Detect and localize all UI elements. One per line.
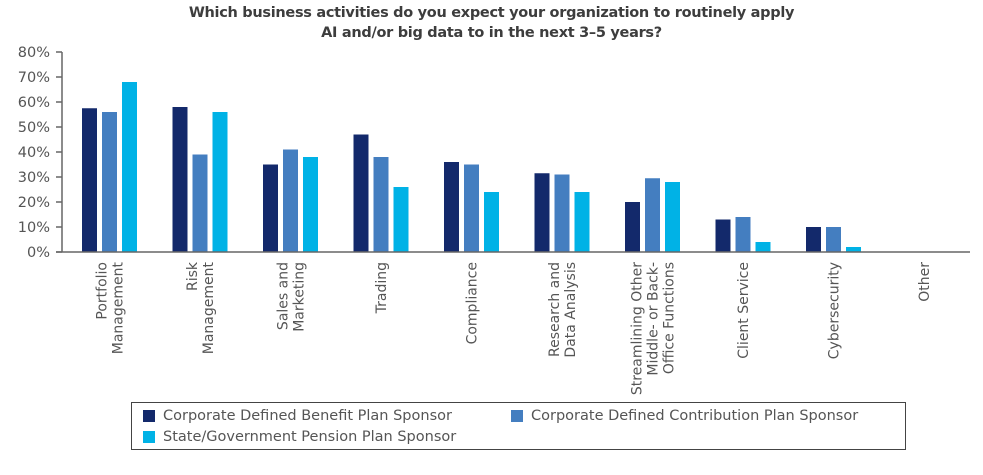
bar	[534, 173, 550, 252]
y-tick-label: 20%	[18, 195, 50, 211]
legend: Corporate Defined Benefit Plan Sponsor C…	[131, 402, 906, 450]
legend-swatch-state-government	[143, 431, 155, 443]
y-tick-label: 0%	[27, 245, 50, 261]
legend-label-defined-contribution: Corporate Defined Contribution Plan Spon…	[531, 408, 859, 424]
bar	[393, 187, 409, 252]
bar	[665, 182, 680, 252]
legend-item-defined-contribution: Corporate Defined Contribution Plan Spon…	[511, 408, 858, 424]
bar	[826, 227, 841, 252]
bar	[735, 217, 751, 252]
bar	[102, 112, 117, 252]
y-tick-label: 40%	[18, 145, 50, 161]
chart-title-line-2: AI and/or big data to in the next 3–5 ye…	[321, 25, 662, 41]
bar	[303, 157, 318, 252]
y-tick-label: 10%	[18, 220, 50, 236]
x-tick-label: Streamlining Other	[630, 262, 646, 395]
bar	[212, 112, 228, 252]
x-tick-label: Marketing	[292, 262, 308, 332]
bar	[806, 227, 821, 252]
bar-chart: 0%10%20%30%40%50%60%70%80% Portfolio Mana…	[18, 45, 970, 395]
legend-swatch-defined-benefit	[143, 410, 155, 422]
x-tick-label: Research and	[547, 262, 563, 357]
y-tick-label: 60%	[18, 95, 50, 111]
x-tick-label: Office Functions	[662, 262, 678, 374]
legend-item-state-government: State/Government Pension Plan Sponsor	[143, 429, 456, 445]
bar	[172, 107, 188, 252]
x-tick-label: Middle- or Back-	[646, 262, 662, 376]
x-tick-label: Sales and	[276, 262, 292, 330]
bar	[82, 108, 97, 252]
bar	[263, 164, 278, 252]
x-tick-label: Management	[201, 262, 217, 355]
x-tick-label: Cybersecurity	[827, 262, 843, 359]
bar	[645, 178, 660, 252]
bar	[283, 149, 298, 252]
bar	[484, 192, 499, 252]
x-tick-label: Portfolio	[95, 262, 111, 320]
legend-label-state-government: State/Government Pension Plan Sponsor	[163, 429, 457, 445]
bar	[444, 162, 459, 252]
x-tick-label: Management	[111, 262, 127, 355]
x-tick-label: Trading	[374, 262, 390, 314]
bar	[625, 202, 640, 252]
x-tick-label: Compliance	[465, 262, 481, 344]
bar	[715, 219, 731, 252]
chart-title: Which business activities do you expect …	[0, 3, 983, 43]
bar	[373, 157, 389, 252]
x-tick-label: Risk	[185, 261, 201, 291]
legend-label-defined-benefit: Corporate Defined Benefit Plan Sponsor	[163, 408, 452, 424]
x-axis: Portfolio Management Risk Management Sales a…	[56, 251, 970, 395]
y-axis: 0% 10% 20% 30% 40% 50% 60% 70% 80%	[18, 45, 63, 261]
x-tick-label: Other	[917, 262, 933, 302]
bar	[574, 192, 590, 252]
x-tick-label: Data Analysis	[563, 262, 579, 358]
bars	[82, 82, 861, 252]
x-tick-label: Client Service	[736, 262, 752, 359]
chart-title-line-1: Which business activities do you expect …	[188, 5, 795, 21]
bar	[554, 174, 570, 252]
bar	[353, 134, 369, 252]
legend-swatch-defined-contribution	[511, 410, 523, 422]
bar	[122, 82, 137, 252]
legend-item-defined-benefit: Corporate Defined Benefit Plan Sponsor	[143, 408, 452, 424]
y-tick-label: 30%	[18, 170, 50, 186]
y-tick-label: 70%	[18, 70, 50, 86]
bar	[192, 154, 208, 252]
bar	[464, 164, 479, 252]
y-tick-label: 80%	[18, 45, 50, 61]
bar	[755, 242, 771, 252]
y-tick-label: 50%	[18, 120, 50, 136]
bar	[846, 247, 861, 252]
